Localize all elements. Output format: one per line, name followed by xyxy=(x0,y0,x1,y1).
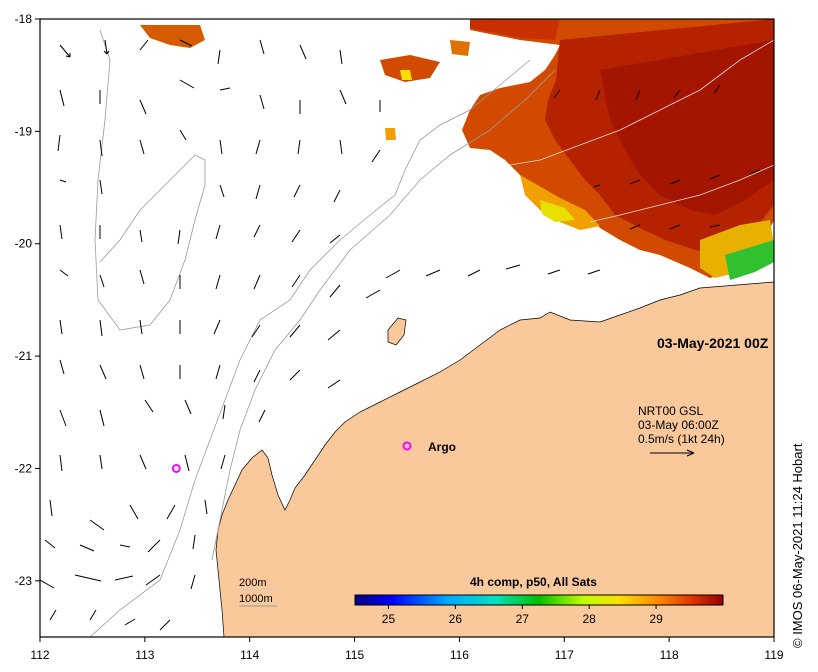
x-tick-label: 115 xyxy=(345,648,364,662)
x-tick-label: 119 xyxy=(764,648,783,662)
argo-label: Argo xyxy=(428,440,456,454)
y-tick-label: -22 xyxy=(15,461,33,475)
scale-ref-line3: 0.5m/s (1kt 24h) xyxy=(638,432,725,446)
colorbar-tick-label: 28 xyxy=(583,612,597,626)
colorbar-tick-label: 25 xyxy=(382,612,396,626)
x-tick-label: 118 xyxy=(660,648,679,662)
scale-ref-arrowhead xyxy=(686,449,695,457)
colorbar-tick-label: 29 xyxy=(649,612,663,626)
y-axis: -18 -19 -20 -21 -22 -23 xyxy=(15,12,40,588)
island xyxy=(387,317,407,346)
x-tick-label: 116 xyxy=(450,648,469,662)
scale-reference: NRT00 GSL 03-May 06:00Z 0.5m/s (1kt 24h) xyxy=(638,404,725,457)
depth-legend: 200m 1000m xyxy=(239,577,277,607)
current-vectors xyxy=(40,39,761,631)
scale-ref-line2: 03-May 06:00Z xyxy=(638,418,719,432)
depth-1000m-label: 1000m xyxy=(239,593,273,605)
credit-text: © IMOS 06-May-2021 11:24 Hobart xyxy=(790,443,805,648)
argo-markers xyxy=(171,441,412,473)
y-tick-label: -21 xyxy=(15,349,33,363)
x-tick-label: 112 xyxy=(30,648,49,662)
argo-float-marker xyxy=(402,441,412,451)
colorbar-gradient xyxy=(354,594,724,606)
colorbar-title: 4h comp, p50, All Sats xyxy=(470,575,597,589)
depth-200m-label: 200m xyxy=(239,577,267,589)
argo-float-marker xyxy=(171,463,181,473)
y-tick-label: -20 xyxy=(15,237,33,251)
y-tick-label: -23 xyxy=(15,574,33,588)
colorbar: 4h comp, p50, All Sats 25 26 27 28 29 xyxy=(354,575,724,626)
colorbar-tick-label: 27 xyxy=(516,612,530,626)
colorbar-ticks: 25 26 27 28 29 xyxy=(382,605,663,626)
scale-ref-line1: NRT00 GSL xyxy=(638,404,703,418)
map-frame xyxy=(39,18,775,638)
x-tick-label: 113 xyxy=(135,648,154,662)
x-tick-label: 114 xyxy=(240,648,259,662)
x-axis: 112 113 114 115 116 117 118 119 xyxy=(30,637,784,662)
date-label: 03-May-2021 00Z xyxy=(657,335,769,351)
y-tick-label: -18 xyxy=(15,12,33,26)
y-tick-label: -19 xyxy=(15,124,33,138)
sst-field xyxy=(140,19,774,280)
x-tick-label: 117 xyxy=(555,648,574,662)
colorbar-tick-label: 26 xyxy=(449,612,463,626)
bathymetry-contours xyxy=(89,29,774,637)
